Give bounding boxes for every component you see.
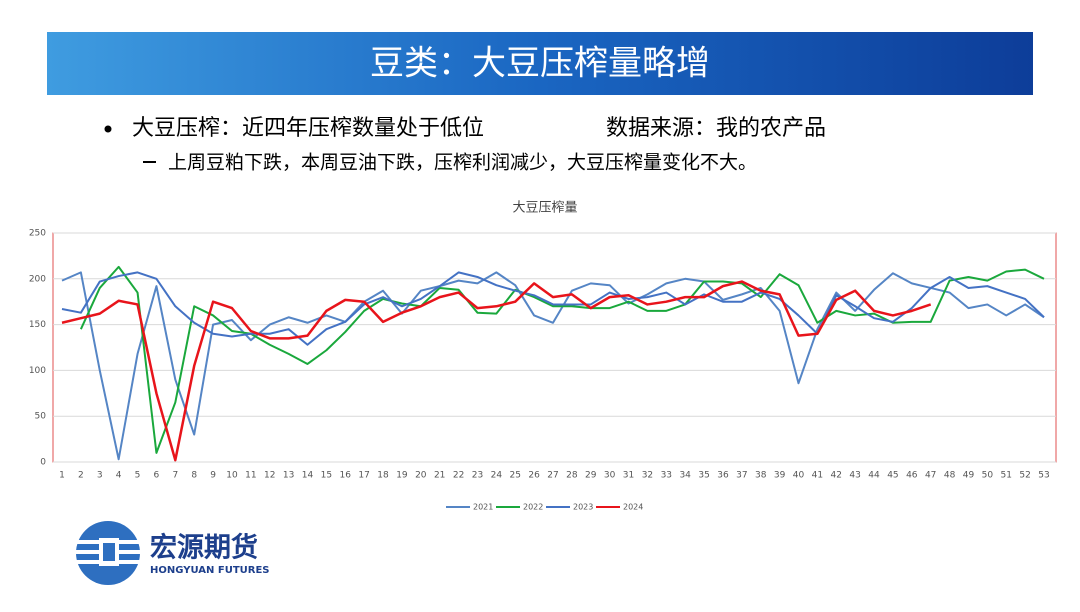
x-tick-label: 44 [868, 471, 880, 481]
x-tick-label: 21 [434, 471, 445, 481]
x-tick-label: 43 [849, 471, 860, 481]
legend-label: 2022 [523, 503, 543, 512]
x-tick-label: 30 [604, 471, 616, 481]
bullet-text: 大豆压榨：近四年压榨数量处于低位 [132, 116, 484, 141]
x-tick-label: 7 [172, 471, 178, 481]
x-tick-label: 48 [944, 471, 956, 481]
x-tick-label: 14 [302, 471, 314, 481]
x-tick-label: 11 [245, 471, 256, 481]
legend-label: 2024 [623, 503, 643, 512]
x-tick-label: 9 [210, 471, 216, 481]
x-tick-label: 41 [812, 471, 823, 481]
x-tick-label: 25 [510, 471, 521, 481]
bullet-source: 数据来源：我的农产品 [606, 116, 826, 141]
x-tick-label: 42 [831, 471, 842, 481]
x-tick-label: 38 [755, 471, 767, 481]
x-tick-label: 20 [415, 471, 427, 481]
series-line [61, 271, 1045, 346]
title-banner [47, 32, 1033, 95]
y-tick-label: 150 [29, 320, 46, 330]
x-tick-label: 33 [661, 471, 672, 481]
x-tick-label: 19 [396, 471, 408, 481]
series-line [79, 265, 1045, 454]
logo-square-inner [103, 543, 115, 561]
x-tick-label: 53 [1038, 471, 1049, 481]
x-tick-label: 37 [736, 471, 747, 481]
legend-label: 2021 [473, 503, 493, 512]
y-tick-label: 50 [35, 412, 47, 422]
x-tick-label: 34 [679, 471, 691, 481]
x-tick-label: 16 [340, 471, 352, 481]
x-tick-label: 26 [528, 471, 540, 481]
x-tick-label: 2 [78, 471, 84, 481]
bullet-dot [104, 125, 112, 133]
logo-english: HONGYUAN FUTURES [150, 565, 270, 576]
sub-bullet: 上周豆粕下跌，本周豆油下跌，压榨利润减少，大豆压榨量变化不大。 [168, 152, 757, 174]
x-tick-label: 39 [774, 471, 786, 481]
x-tick-label: 8 [191, 471, 197, 481]
x-tick-label: 12 [264, 471, 275, 481]
logo-name: 宏源期货 [150, 532, 258, 564]
x-tick-label: 45 [887, 471, 898, 481]
legend-label: 2023 [573, 503, 593, 512]
x-tick-label: 15 [321, 471, 332, 481]
x-tick-label: 51 [1001, 471, 1012, 481]
x-tick-label: 4 [116, 471, 122, 481]
x-tick-label: 17 [358, 471, 369, 481]
logo: 宏源期货 HONGYUAN FUTURES [74, 521, 270, 585]
x-tick-label: 18 [377, 471, 389, 481]
x-tick-label: 23 [472, 471, 483, 481]
x-tick-label: 35 [698, 471, 709, 481]
x-tick-label: 52 [1019, 471, 1030, 481]
x-tick-label: 5 [135, 471, 141, 481]
x-tick-label: 3 [97, 471, 103, 481]
x-tick-label: 40 [793, 471, 805, 481]
plot-frame [52, 232, 1057, 463]
x-tick-label: 22 [453, 471, 464, 481]
x-tick-label: 6 [154, 471, 160, 481]
x-tick-label: 49 [963, 471, 975, 481]
x-tick-label: 28 [566, 471, 578, 481]
x-tick-label: 32 [642, 471, 653, 481]
x-tick-label: 50 [982, 471, 994, 481]
x-tick-label: 1 [59, 471, 65, 481]
y-tick-label: 0 [40, 458, 46, 468]
x-tick-label: 10 [226, 471, 238, 481]
series-line [61, 271, 1045, 461]
y-tick-label: 200 [29, 274, 46, 284]
series-line [61, 280, 932, 462]
x-tick-label: 36 [717, 471, 729, 481]
x-tick-label: 13 [283, 471, 294, 481]
x-tick-label: 47 [925, 471, 936, 481]
x-tick-label: 27 [547, 471, 558, 481]
y-tick-label: 100 [29, 366, 46, 376]
x-tick-label: 24 [491, 471, 503, 481]
x-tick-label: 29 [585, 471, 597, 481]
x-tick-label: 46 [906, 471, 918, 481]
y-tick-label: 250 [29, 229, 46, 239]
x-tick-label: 31 [623, 471, 634, 481]
slide-title: 豆类：大豆压榨量略增 [370, 44, 710, 84]
chart-title: 大豆压榨量 [512, 200, 577, 216]
